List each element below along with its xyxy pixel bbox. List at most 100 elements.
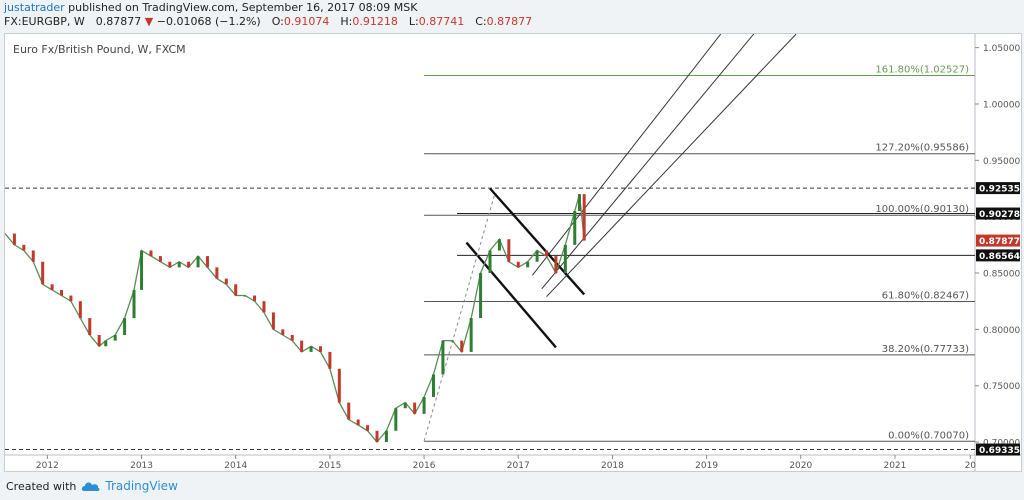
candle (281, 329, 285, 335)
username-link[interactable]: justatrader (4, 1, 65, 14)
candle (187, 261, 191, 268)
y-tick-label: 0.85000 (983, 270, 1020, 280)
candle (309, 346, 313, 352)
candle (460, 340, 464, 352)
candle (545, 250, 549, 257)
published-text: published on TradingView.com, September … (68, 1, 418, 14)
fib-label: 127.20%(0.95586) (875, 143, 969, 154)
candle (290, 334, 294, 341)
ohlc-header: FX:EURGBP, W 0.87877 ▼ −0.01068 (−1.2%) … (4, 15, 532, 28)
candle (300, 340, 304, 352)
x-tick-label: 2012 (36, 461, 59, 471)
candle (88, 318, 92, 335)
candle (366, 425, 370, 431)
pitchfork-line (546, 33, 797, 298)
y-tick-label: 0.80000 (983, 326, 1020, 336)
x-tick-label: 2017 (507, 461, 530, 471)
x-tick-label: 2021 (883, 461, 906, 471)
created-with-label: Created with (6, 479, 77, 493)
low-label: L: (408, 15, 419, 28)
chart-frame[interactable]: Euro Fx/British Pound, W, FXCM 161.80%(1… (4, 33, 1022, 472)
candle (104, 340, 108, 347)
candle (113, 334, 117, 341)
high-value: 0.91218 (352, 15, 398, 28)
price-tag-label: 0.90278 (979, 210, 1020, 220)
price-tag-label: 0.69335 (979, 446, 1020, 456)
y-tick-label: 1.00000 (983, 100, 1020, 110)
tradingview-logo[interactable]: TradingView (81, 479, 178, 493)
candle (469, 318, 473, 352)
high-label: H: (340, 15, 353, 28)
candle (196, 256, 200, 268)
candle (526, 261, 530, 268)
fib-label: 161.80%(1.02527) (875, 65, 969, 76)
price-tag (976, 443, 1020, 456)
price-tag (976, 249, 1020, 262)
candle (168, 261, 172, 268)
candle (132, 289, 136, 319)
candle (262, 301, 266, 313)
candle (384, 430, 388, 443)
candle (488, 250, 492, 274)
candle (224, 278, 228, 285)
candle (328, 351, 332, 369)
open-label: O: (271, 15, 284, 28)
candle (205, 256, 209, 268)
candle (158, 256, 162, 262)
candle (347, 402, 351, 420)
candle (215, 267, 219, 279)
candle (50, 284, 54, 290)
open-value: 0.91074 (283, 15, 330, 28)
price-tag-label: 0.87877 (979, 237, 1020, 247)
candle (450, 340, 454, 342)
down-arrow-icon: ▼ (144, 15, 154, 28)
candle (479, 273, 483, 319)
drawings (423, 33, 797, 442)
candle (375, 430, 379, 443)
x-tick-label: 2015 (318, 461, 341, 471)
close-value: 0.87877 (486, 15, 533, 28)
price-tag-label: 0.92535 (979, 185, 1020, 195)
candle (60, 289, 64, 296)
time-axis: 2012 2013 2014 2015 2016 2017 2018 2019 2020 2021… (36, 455, 976, 471)
y-tick-label: 1.05000 (983, 44, 1020, 54)
fib-levels: 161.80%(1.02527) 127.20%(0.95586) 100.00%(… (424, 65, 975, 442)
candle (41, 261, 45, 285)
fib-label: 38.20%(0.77733) (882, 344, 969, 355)
candle (422, 396, 426, 414)
chart-title: Euro Fx/British Pound, W, FXCM (13, 43, 186, 56)
fib-label: 61.80%(0.82467) (882, 291, 969, 302)
price-tag-label: 0.86564 (979, 252, 1020, 262)
candle (123, 318, 127, 335)
chart-svg[interactable]: Euro Fx/British Pound, W, FXCM 161.80%(1… (4, 33, 1021, 471)
candle (431, 374, 435, 397)
price-tag (976, 234, 1020, 247)
symbol-label: FX:EURGBP, W (4, 15, 85, 28)
candle (573, 211, 577, 245)
price-series (4, 193, 586, 444)
candle (31, 250, 35, 262)
fib-label: 100.00%(0.90130) (875, 204, 969, 215)
candle (582, 194, 586, 241)
x-tick-label: 2019 (695, 461, 718, 471)
x-tick-label: 2014 (224, 461, 247, 471)
candle (554, 256, 558, 274)
last-price: 0.87877 (95, 15, 142, 28)
x-tick-label: 2020 (789, 461, 812, 471)
y-tick-label: 0.75000 (983, 382, 1020, 392)
candle (403, 402, 407, 409)
candle (507, 239, 511, 262)
candle (253, 295, 257, 302)
low-value: 0.87741 (418, 15, 465, 28)
candle (394, 408, 398, 431)
candle (177, 261, 181, 268)
candle (243, 295, 247, 297)
tradingview-cloud-icon (82, 482, 100, 491)
price-line (4, 193, 585, 444)
price-tag (976, 207, 1020, 220)
tradingview-brand: TradingView (105, 479, 178, 493)
candle (413, 402, 417, 414)
x-tick-label: 2018 (601, 461, 624, 471)
price-change: −0.01068 (−1.2%) (156, 15, 261, 28)
pitchfork-line (541, 33, 755, 290)
